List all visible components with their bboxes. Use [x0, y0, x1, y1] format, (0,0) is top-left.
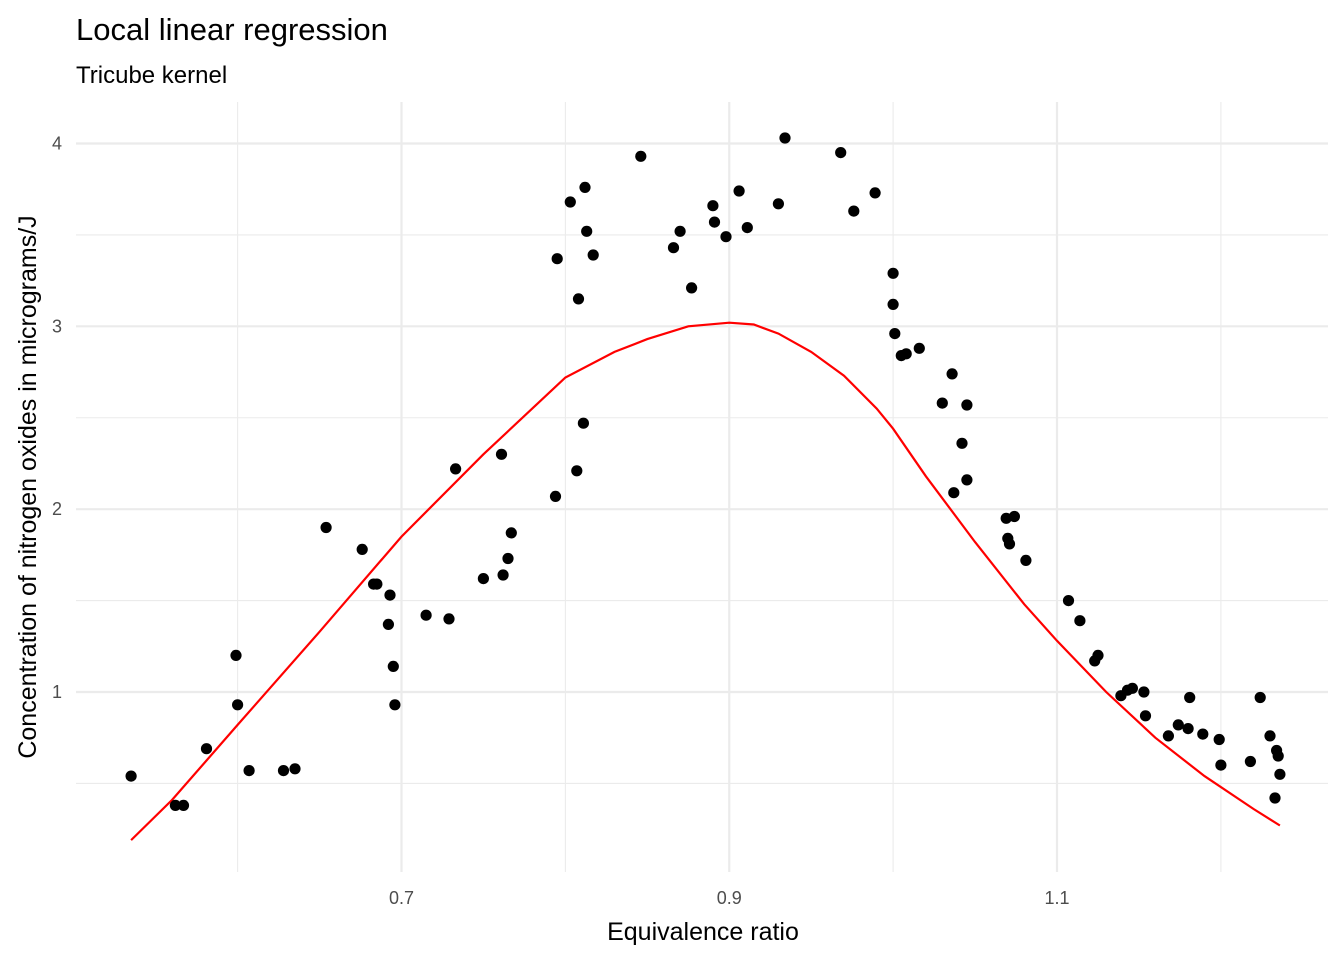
scatter-point: [125, 770, 137, 782]
scatter-point: [674, 225, 686, 237]
scatter-point: [869, 187, 881, 199]
scatter-point: [443, 613, 455, 625]
scatter-point: [551, 253, 563, 265]
scatter-point: [1008, 510, 1021, 523]
scatter-point: [1272, 750, 1284, 762]
scatter-point: [946, 368, 958, 380]
scatter-point: [505, 527, 517, 539]
minor-gridlines: [76, 102, 1328, 872]
scatter-point: [420, 609, 432, 621]
scatter-point: [169, 799, 181, 812]
scatter-point: [1003, 538, 1016, 550]
scatter-point: [232, 699, 244, 711]
scatter-point: [587, 249, 599, 261]
chart-subtitle: Tricube kernel: [76, 62, 227, 89]
scatter-point: [772, 198, 785, 210]
y-tick-label: 2: [52, 499, 62, 519]
scatter-point: [230, 649, 242, 662]
x-axis-label: Equivalence ratio: [607, 918, 799, 946]
scatter-point: [571, 465, 583, 477]
scatter-point: [1244, 755, 1256, 768]
scatter-point: [1162, 730, 1174, 742]
chart-title: Local linear regression: [76, 12, 388, 47]
x-tick-label: 1.1: [1044, 888, 1069, 908]
scatter-point: [635, 150, 647, 162]
scatter-point: [1254, 691, 1266, 704]
scatter-point: [961, 399, 973, 411]
scatter-point: [1074, 615, 1086, 627]
scatter-point: [961, 474, 973, 486]
y-tick-label: 1: [52, 682, 62, 702]
scatter-point: [177, 799, 190, 812]
scatter-point: [320, 521, 332, 534]
scatter-point: [900, 348, 912, 360]
scatter-point: [572, 293, 585, 305]
scatter-point: [1215, 759, 1227, 771]
scatter-point: [497, 569, 509, 581]
y-tick-label: 4: [52, 134, 62, 154]
x-tick-label: 0.7: [389, 888, 414, 908]
scatter-point: [913, 342, 925, 354]
scatter-point: [581, 225, 593, 237]
scatter-point: [277, 765, 290, 777]
scatter-point: [387, 660, 399, 673]
scatter-point: [1274, 768, 1286, 780]
scatter-point: [289, 763, 301, 775]
scatter-point: [450, 463, 462, 475]
scatter-point: [1138, 686, 1150, 698]
scatter-point: [956, 437, 968, 449]
scatter-points: [125, 132, 1286, 812]
scatter-point: [720, 231, 732, 243]
scatter-point: [948, 487, 960, 499]
scatter-point: [477, 573, 489, 585]
scatter-point: [243, 765, 255, 777]
y-tick-label: 3: [52, 316, 62, 336]
scatter-point: [200, 743, 213, 755]
scatter-point: [889, 328, 901, 340]
scatter-point: [371, 578, 383, 590]
fit-line: [130, 321, 1281, 841]
scatter-point: [686, 282, 698, 294]
scatter-point: [779, 132, 791, 144]
scatter-point: [936, 397, 948, 409]
scatter-point: [741, 222, 753, 234]
major-gridlines: [76, 102, 1328, 872]
x-tick-label: 0.9: [717, 888, 742, 908]
scatter-point: [549, 490, 562, 502]
scatter-point: [564, 196, 576, 208]
scatter-point: [1020, 554, 1032, 567]
x-axis-ticks: 0.7 0.9 1.1: [389, 888, 1070, 908]
scatter-point: [1184, 691, 1196, 704]
scatter-point: [848, 205, 860, 217]
scatter-point: [1269, 792, 1281, 804]
scatter-point: [1264, 730, 1276, 742]
scatter-point: [389, 699, 401, 711]
scatter-point: [1126, 682, 1138, 694]
scatter-point: [577, 417, 590, 429]
scatter-point: [1062, 595, 1075, 607]
scatter-point: [667, 242, 680, 254]
scatter-point: [1139, 710, 1152, 722]
scatter-point: [1213, 733, 1225, 746]
scatter-point: [708, 216, 721, 228]
y-axis-ticks: 1 2 3 4: [52, 134, 62, 703]
scatter-point: [502, 552, 514, 565]
scatter-point: [733, 185, 745, 197]
y-axis-label: Concentration of nitrogen oxides in micr…: [14, 215, 42, 758]
scatter-point: [356, 543, 368, 556]
scatter-point: [495, 448, 508, 460]
scatter-point: [887, 267, 899, 279]
scatter-point: [707, 200, 719, 212]
scatter-point: [384, 589, 396, 601]
scatter-point: [1092, 649, 1104, 662]
scatter-point: [1182, 723, 1194, 735]
scatter-point: [1197, 728, 1209, 740]
scatter-point: [1172, 719, 1184, 731]
scatter-point: [382, 618, 394, 631]
fit-line-layer: [130, 321, 1281, 841]
scatter-point: [887, 298, 899, 310]
scatter-point: [835, 147, 847, 159]
scatter-point: [579, 181, 591, 193]
